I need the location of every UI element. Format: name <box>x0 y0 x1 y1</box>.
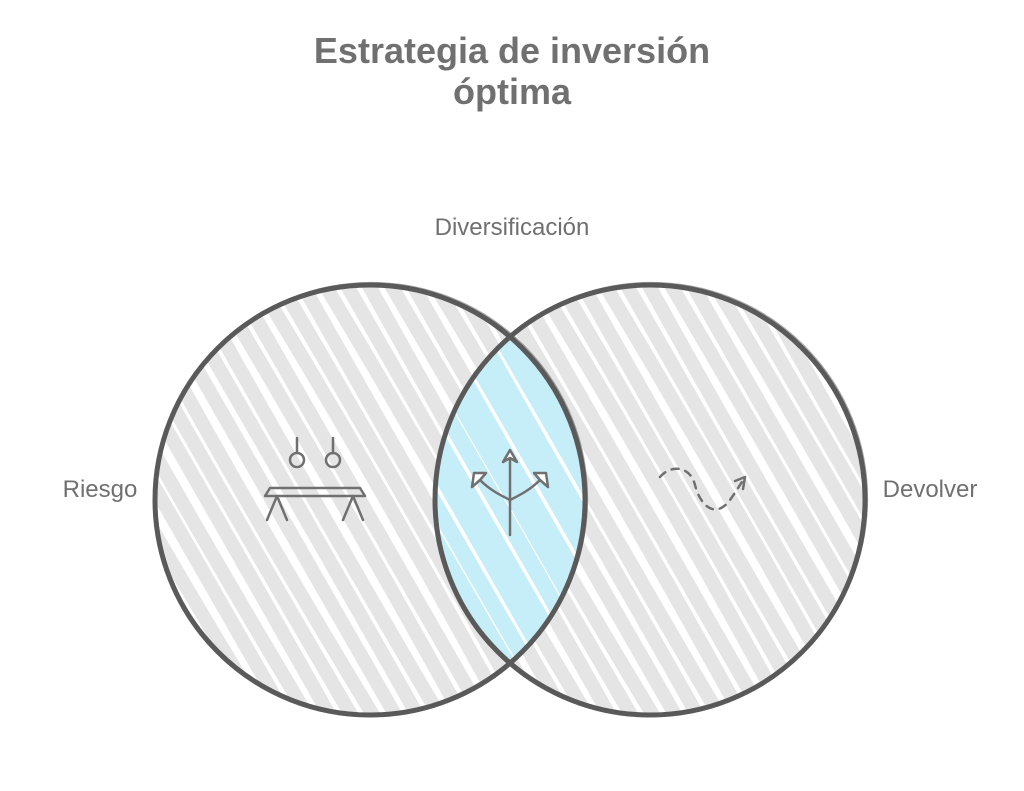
diagram-title: Estrategia de inversiónóptima <box>0 30 1024 113</box>
venn-diagram <box>145 260 879 740</box>
label-left: Riesgo <box>63 476 138 504</box>
label-top: Diversificación <box>435 214 590 242</box>
label-right: Devolver <box>883 476 978 504</box>
